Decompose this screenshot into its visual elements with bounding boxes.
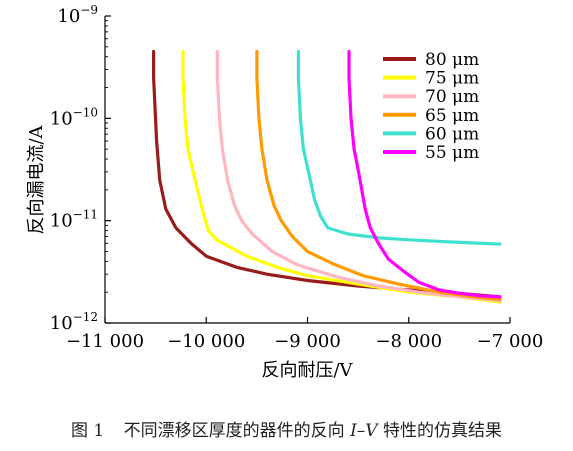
- caption-text-before: 不同漂移区厚度的器件的反向: [123, 421, 351, 441]
- caption-text-after: 特性的仿真结果: [377, 421, 502, 441]
- x-tick-label: −11 000: [66, 331, 144, 352]
- x-tick-label: −8 000: [375, 331, 442, 352]
- y-tick-label: 10−12: [50, 310, 98, 334]
- figure-caption: 图 1 不同漂移区厚度的器件的反向 I–V 特性的仿真结果: [0, 416, 573, 441]
- y-tick-label: 10−10: [50, 105, 98, 129]
- y-axis-label: 反向漏电流/A: [26, 124, 47, 234]
- legend-label-2: 70 μm: [425, 87, 479, 107]
- x-tick-label: −7 000: [477, 331, 544, 352]
- caption-number: 图 1: [71, 421, 105, 441]
- x-tick-label: −10 000: [167, 331, 245, 352]
- x-ticks: −11 000 −10 000 −9 000 −8 000 −7 000: [66, 317, 543, 352]
- chart-curves: [152, 49, 502, 304]
- x-tick-label: −9 000: [274, 331, 341, 352]
- series-line-3: [255, 49, 502, 301]
- legend-label-0: 80 μm: [425, 50, 479, 70]
- series-line-4: [296, 49, 502, 246]
- x-axis-label: 反向耐压/V: [261, 360, 353, 381]
- caption-italic: I–V: [350, 421, 378, 441]
- series-line-5: [347, 49, 502, 299]
- legend-label-1: 75 μm: [425, 69, 479, 89]
- legend-label-3: 65 μm: [425, 106, 479, 126]
- y-tick-label: 10−11: [50, 208, 98, 232]
- y-tick-label: 10−9: [57, 3, 98, 27]
- legend-label-5: 55 μm: [425, 143, 479, 163]
- series-line-2: [215, 49, 502, 303]
- legend-label-4: 60 μm: [425, 124, 479, 144]
- y-ticks: 10−12 10−11 10−10 10−9: [50, 3, 111, 334]
